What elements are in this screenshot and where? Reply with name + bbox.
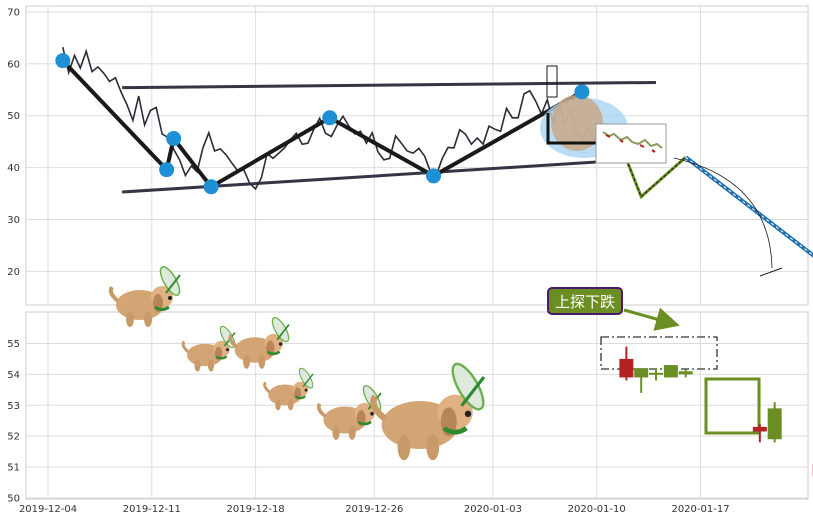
date-axis-ticks: 2019-12-04 2019-12-11 2019-12-18 2019-12-26… [19,504,730,515]
candlestick-y-tick-label: 50 [7,493,20,504]
zigzag-markers [55,53,590,195]
peak-marker-box [546,65,558,98]
puppy-illustration [370,362,486,461]
candle-body [634,368,649,378]
date-tick-label: 2019-12-04 [19,504,77,515]
price-panel: 20 30 40 50 60 70 [7,5,813,306]
candlestick-y-tick-label: 51 [7,463,20,474]
puppy-illustration [228,316,290,369]
candlestick-y-tick-label: 54 [7,370,20,381]
projection-core [551,95,603,151]
date-tick-label: 2019-12-18 [227,504,285,515]
candlestick-y-tick-label: 55 [7,339,20,350]
date-tick-label: 2019-12-26 [345,504,403,515]
zigzag-point [574,84,590,100]
annotation-arrow [623,307,680,331]
puppy-illustration [108,266,181,327]
date-tick-label: 2020-01-17 [671,504,729,515]
candle-body [649,372,664,375]
price-line [62,47,613,191]
candlesticks [619,346,813,477]
consolidation-box [600,336,718,370]
price-y-ticks: 20 30 40 50 60 70 [7,7,20,278]
candle-body [619,358,634,378]
price-y-tick-label: 20 [7,267,20,278]
annotation-label-box [547,287,623,315]
puppy-illustrations [108,266,486,461]
channel-upper-line [122,80,657,90]
price-y-tick-label: 70 [7,7,20,18]
price-y-tick-label: 50 [7,111,20,122]
zigzag-point [159,162,175,178]
date-tick-label: 2019-12-11 [123,504,181,515]
target-tick [759,267,783,277]
price-y-tick-label: 30 [7,215,20,226]
puppy-illustration [263,367,314,411]
target-arc [673,157,773,269]
projection-bracket [546,113,600,145]
target-line-dash [685,156,813,256]
zigzag-point [203,179,219,195]
annotation-label: 上探下跌 [555,293,615,311]
candle-body [663,365,678,378]
candlestick-y-tick-label: 53 [7,401,20,412]
price-y-tick-label: 40 [7,163,20,174]
price-y-tick-label: 60 [7,59,20,70]
date-tick-label: 2020-01-03 [464,504,522,515]
candlestick-y-ticks: 50 51 52 53 54 55 [7,339,20,505]
candle-body [678,371,693,375]
inset-thumbnail [595,123,667,164]
candle-body [767,408,782,440]
date-tick-label: 2020-01-10 [568,504,626,515]
zigzag-point [166,131,182,147]
candle-body [752,426,767,432]
price-panel-frame [25,5,809,306]
breakdown-box [704,377,761,435]
zigzag-point [426,168,442,184]
candlestick-y-tick-label: 52 [7,432,20,443]
zigzag-point [322,110,338,126]
candlestick-grid [26,312,808,499]
zigzag-point [55,53,71,69]
